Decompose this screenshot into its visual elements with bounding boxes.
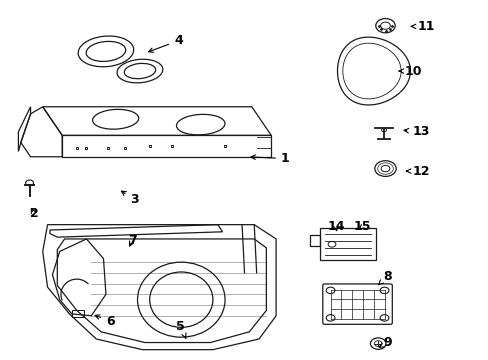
- Text: 13: 13: [403, 125, 429, 138]
- Bar: [72, 310, 84, 317]
- Text: 10: 10: [398, 64, 422, 77]
- Text: 8: 8: [377, 270, 391, 285]
- Text: 11: 11: [410, 20, 434, 33]
- Text: 5: 5: [176, 320, 185, 338]
- Text: 7: 7: [127, 234, 136, 247]
- Text: 12: 12: [406, 165, 429, 177]
- Text: 1: 1: [250, 152, 289, 165]
- Text: 4: 4: [148, 34, 183, 52]
- Text: 15: 15: [353, 220, 371, 233]
- Text: 9: 9: [379, 336, 391, 349]
- Text: 14: 14: [326, 220, 344, 233]
- Text: 3: 3: [121, 191, 139, 206]
- Text: 2: 2: [30, 207, 38, 220]
- Text: 6: 6: [95, 315, 114, 328]
